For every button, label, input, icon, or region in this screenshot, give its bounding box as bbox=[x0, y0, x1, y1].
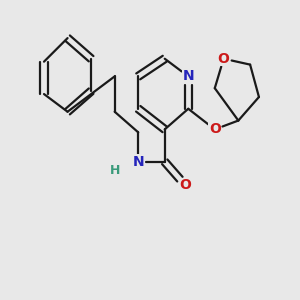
Text: O: O bbox=[179, 178, 191, 192]
Text: O: O bbox=[218, 52, 230, 66]
Text: N: N bbox=[182, 69, 194, 83]
Text: N: N bbox=[132, 155, 144, 169]
Text: H: H bbox=[110, 164, 120, 177]
Text: O: O bbox=[209, 122, 221, 136]
